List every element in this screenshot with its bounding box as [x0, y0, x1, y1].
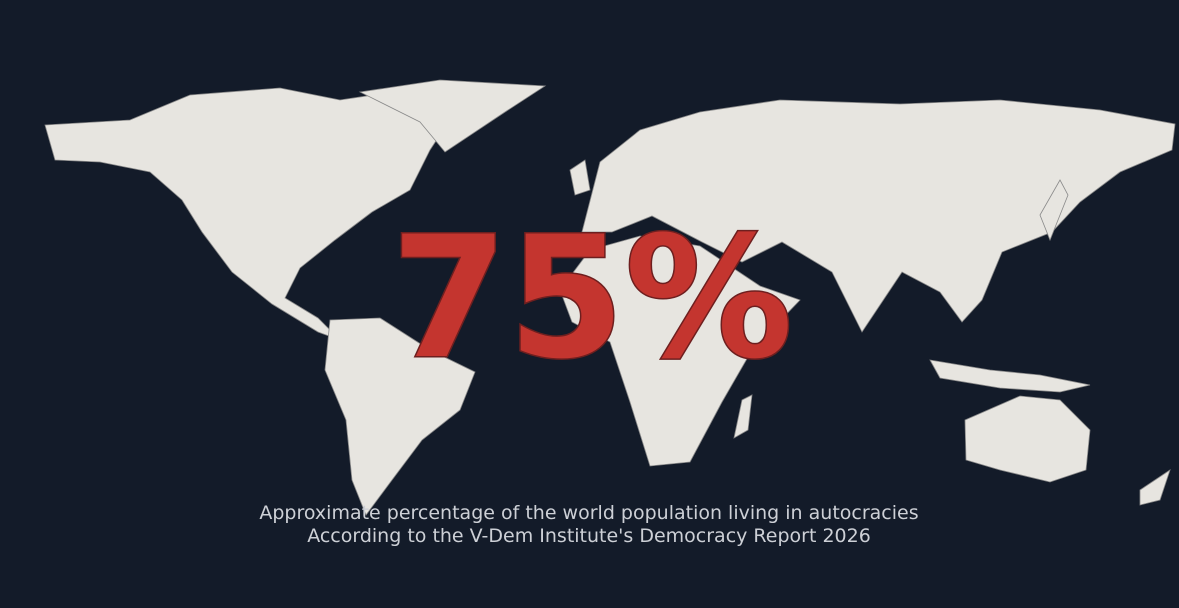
south-america — [324, 317, 476, 516]
new-zealand — [1139, 469, 1171, 506]
greenland — [358, 79, 547, 153]
north-america — [44, 87, 456, 341]
eurasia — [581, 99, 1176, 333]
australia — [964, 395, 1091, 483]
indonesia — [929, 359, 1091, 393]
uk — [569, 159, 591, 196]
caption-line: According to the V-Dem Institute's Democ… — [307, 525, 871, 547]
caption-line: Approximate percentage of the world popu… — [259, 502, 918, 524]
world-map — [44, 79, 1176, 516]
japan — [1039, 179, 1069, 242]
madagascar — [733, 394, 753, 439]
headline: 75% — [391, 200, 793, 396]
africa — [559, 235, 801, 467]
